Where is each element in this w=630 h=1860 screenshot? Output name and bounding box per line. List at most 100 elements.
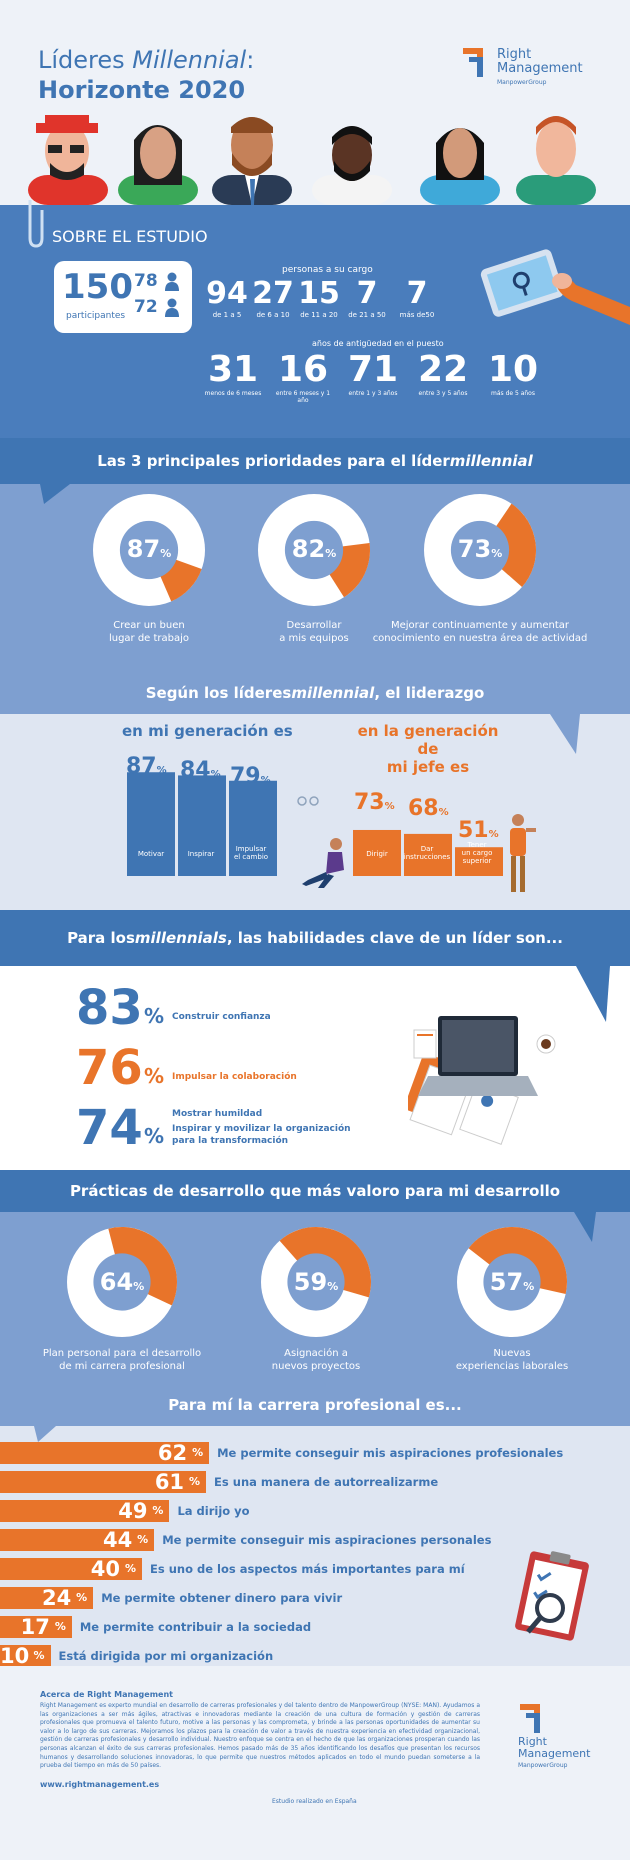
footer-logo-sub: ManpowerGroup	[518, 1762, 568, 1769]
skill-item: 74 % Mostrar humildad Inspirar y moviliza…	[76, 1100, 351, 1156]
practices-section: 64% 59% 57% Plan personal para el desarr…	[0, 1212, 630, 1384]
about-company-title: Acerca de Right Management	[40, 1690, 173, 1699]
priorities-heading-emphasis: millennial	[449, 452, 533, 470]
boss-generation-title: en la generación de mi jefe es	[357, 722, 499, 776]
footer-logo-line2: Management	[518, 1747, 591, 1760]
donut-ring	[258, 494, 370, 606]
tenure-stat: 22 entre 3 y 5 años	[417, 349, 469, 398]
practice-label: Asignación a nuevos proyectos	[271, 1348, 361, 1372]
standing-person-icon	[510, 814, 536, 892]
career-bar-label: La dirijo yo	[177, 1504, 250, 1518]
practice-label: Nuevas experiencias laborales	[455, 1348, 569, 1372]
career-bar: 17%	[0, 1616, 72, 1638]
priority-value: 87%	[126, 535, 172, 563]
participants-card: 150 participantes 78 72	[54, 261, 192, 333]
priority-value: 82%	[291, 535, 337, 563]
footer: Acerca de Right Management Right Managem…	[0, 1666, 630, 1860]
leadership-section: en mi generación es en la generación de m…	[0, 714, 630, 910]
participants-count: 150	[62, 267, 133, 307]
career-bar-label: Me permite obtener dinero para vivir	[101, 1591, 343, 1605]
title-colon: :	[246, 46, 255, 74]
reports-stat: 15 de 11 a 20	[298, 276, 340, 320]
website-link[interactable]: www.rightmanagement.es	[40, 1780, 160, 1789]
career-bar-label: Es una manera de autorrealizarme	[214, 1475, 439, 1489]
leadership-heading: Según los líderes	[145, 684, 292, 702]
about-heading: SOBRE EL ESTUDIO	[52, 227, 208, 246]
career-bar: 61%	[0, 1471, 207, 1493]
priority-label: Mejorar continuamente y aumentar conocimi…	[372, 620, 588, 644]
career-bar-percent: %	[137, 1533, 149, 1546]
logo-line1: Right	[497, 47, 532, 62]
career-bar-value: 62	[157, 1441, 188, 1465]
reports-title: personas a su cargo	[282, 265, 373, 275]
donut-hole	[483, 1253, 541, 1311]
paperclip-icon	[28, 200, 44, 248]
tenure-title: años de antigüedad en el puesto	[312, 339, 444, 348]
career-bar: 62%	[0, 1441, 210, 1465]
title-emphasis: Millennial	[132, 46, 247, 74]
female-count: 72	[134, 297, 158, 317]
career-bar-percent: %	[124, 1562, 136, 1575]
donut-ring	[424, 494, 536, 606]
logo-mark-icon	[520, 1704, 540, 1733]
tenure-stats: 31 menos de 6 meses 16 entre 6 meses y 1 a…	[202, 350, 562, 420]
binoculars-icon	[297, 796, 319, 806]
career-heading: Para mí la carrera profesional es...	[168, 1396, 462, 1414]
practice-value: 57%	[489, 1268, 535, 1296]
tablet-search-icon	[480, 249, 630, 325]
person-1-icon	[28, 115, 108, 205]
speech-tail-icon	[576, 966, 610, 1022]
female-icon	[165, 298, 179, 317]
bar-value: 51%	[458, 818, 499, 843]
bar-value: 79%	[230, 764, 271, 789]
bar-value: 84%	[180, 758, 221, 783]
career-bar: 10%	[0, 1645, 51, 1667]
tenure-stat: 16 entre 6 meses y 1 año	[275, 349, 331, 405]
reports-stat: 94 de 1 a 5	[206, 276, 248, 320]
practice-value: 64%	[99, 1268, 145, 1296]
speech-tail-icon	[34, 1426, 56, 1442]
skill-item: 76 % Impulsar la colaboración	[76, 1040, 297, 1096]
reports-stat: 7 de 21 a 50	[348, 276, 386, 320]
career-bar-percent: %	[152, 1504, 164, 1517]
career-section: 62% Me permite conseguir mis aspiraciones…	[0, 1426, 630, 1667]
career-bar-value: 40	[90, 1557, 120, 1581]
male-count: 78	[134, 271, 158, 291]
career-bar-label: Me permite conseguir mis aspiraciones pr…	[217, 1446, 564, 1460]
leadership-bar	[127, 772, 175, 876]
about-section: SOBRE EL ESTUDIO 150 participantes 78 72…	[0, 200, 630, 438]
skills-heading: Para los	[67, 929, 135, 947]
footer-logo: Right Management ManpowerGroup	[518, 1704, 598, 1774]
page-title: Líderes Millennial: Horizonte 2020	[38, 45, 254, 105]
practices-band: Prácticas de desarrollo que más valoro p…	[0, 1170, 630, 1212]
priorities-band: Las 3 principales prioridades para el lí…	[0, 438, 630, 484]
donut-ring	[93, 494, 205, 606]
career-bar-percent: %	[54, 1620, 66, 1633]
skill-item: 83 % Construir confianza	[76, 980, 271, 1036]
practice-value: 59%	[293, 1268, 339, 1296]
career-bar-percent: %	[192, 1446, 204, 1459]
priorities-section: 87% 82% 73% Crear un buen lugar de trabaj…	[0, 484, 630, 672]
bar-label: Dar instrucciones	[403, 845, 451, 861]
person-4-icon	[312, 126, 392, 205]
leadership-heading-emphasis: millennial	[291, 684, 375, 702]
career-bar-percent: %	[33, 1649, 45, 1662]
donut-hole	[284, 520, 344, 580]
priorities-heading: Las 3 principales prioridades para el lí…	[97, 452, 450, 470]
title-text: Líderes	[38, 46, 133, 74]
donut-hole	[93, 1253, 151, 1311]
person-3-icon	[212, 117, 292, 205]
bar-value: 87%	[126, 754, 167, 779]
sitting-person-icon	[302, 838, 344, 888]
bar-label: Tener un cargo superior	[461, 841, 493, 865]
practices-heading: Prácticas de desarrollo que más valoro p…	[69, 1182, 561, 1200]
career-bar: 24%	[0, 1587, 94, 1609]
donut-ring	[67, 1227, 177, 1337]
donut-hole	[287, 1253, 345, 1311]
tenure-stat: 31 menos de 6 meses	[204, 349, 262, 398]
checklist-icon	[515, 1551, 589, 1641]
about-company-text: Right Management es experto mundial en d…	[40, 1702, 480, 1770]
priorities-donuts	[93, 494, 536, 606]
reports-stat: 27 de 6 a 10	[252, 276, 294, 320]
